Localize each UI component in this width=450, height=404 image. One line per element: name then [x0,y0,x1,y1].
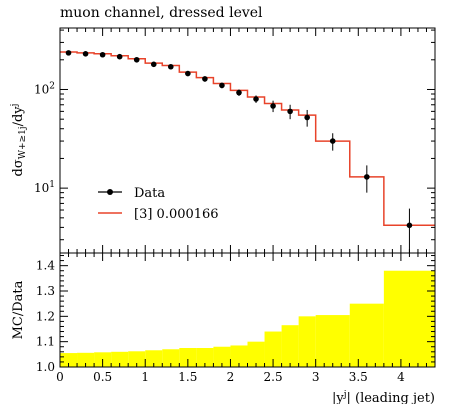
x-tick-label: 2 [227,370,235,384]
x-tick-label: 4 [397,370,405,384]
ratio-tick-label: 1.1 [36,335,55,349]
x-tick-label: 1 [141,370,149,384]
data-point [287,108,293,115]
ratio-tick-label: 1.4 [36,259,55,273]
ratio-y-axis-label: MC/Data [11,280,26,339]
x-tick-label: 2.5 [264,370,283,384]
y-tick-label: 102 [34,81,55,96]
data-point [99,51,106,58]
legend-data-label: Data [134,186,165,201]
data-point [406,222,413,229]
ratio-tick-label: 1.3 [36,284,55,298]
ratio-band-bin [298,316,316,367]
legend: Data [3] 0.000166 [98,186,219,222]
ratio-band-bin [162,349,180,367]
data-point [364,174,370,180]
ratio-band-bin [383,270,435,367]
data-point [116,53,123,60]
chart-title: muon channel, dressed level [60,5,263,21]
data-point [236,89,242,96]
ratio-band-bin [281,325,299,367]
ratio-panel: 1.0 1.1 1.2 1.3 1.4 0 0.5 1 1.5 2 2.5 3 3.5 4 MC/Dat… [11,28,436,404]
main-y-ticks: 101 102 [34,29,435,241]
ratio-band-bin [179,348,197,367]
data-points [65,50,413,253]
data-point [185,70,191,77]
data-point [253,96,259,102]
ratio-tick-label: 1.2 [36,309,55,323]
data-point [219,82,225,89]
x-axis-label: |yj| (leading jet) [332,390,435,404]
x-tick-label: 3 [312,370,320,384]
ratio-band-bin [349,303,384,367]
main-frame [59,27,436,254]
legend-data-marker [107,189,113,195]
ratio-band-bin [213,346,231,367]
ratio-band-bin [230,345,248,367]
main-panel: 101 102 dσW+≥1j/dyj Data [3] 0.000166 [10,27,436,254]
data-point [270,103,276,109]
data-point [65,50,72,56]
ratio-band-bin [111,351,129,367]
ratio-y-ticks: 1.0 1.1 1.2 1.3 1.4 [36,255,435,374]
ratio-tick-label: 1.0 [36,360,55,374]
data-point [167,63,174,70]
ratio-frame [59,252,436,368]
ratio-band-bin [247,341,265,367]
data-point [304,114,310,121]
main-y-axis-label: dσW+≥1j/dyj [10,104,28,177]
mc-series-line [60,51,435,227]
data-point [150,61,157,68]
legend-mc-label: [3] 0.000166 [134,207,219,222]
data-point [133,56,140,63]
data-point [82,50,89,57]
ratio-band-bin [128,351,146,367]
ratio-band-bin [196,348,214,367]
ratio-band-bin [315,315,350,367]
ratio-band-bin [264,331,282,367]
ratio-band-bin [77,352,95,367]
ratio-band-bin [60,353,78,367]
data-point [202,76,208,82]
x-tick-label: 1.5 [178,370,197,384]
x-tick-label: 0.5 [93,370,112,384]
data-point [329,138,336,144]
ratio-band-bin [145,350,163,367]
mc-histogram [60,51,435,227]
ratio-band [60,270,435,367]
x-tick-label: 0 [56,370,64,384]
y-tick-label: 101 [34,180,55,195]
x-tick-label: 3.5 [349,370,368,384]
